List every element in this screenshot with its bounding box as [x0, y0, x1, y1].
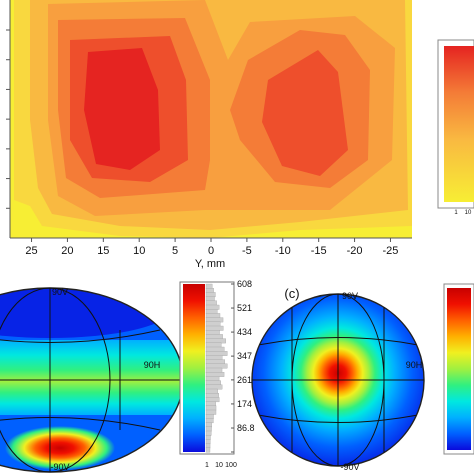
histogram-bar: [205, 363, 228, 369]
left-field-peak: [5, 426, 115, 470]
histogram-y-tick-label: 174: [237, 399, 252, 409]
top-colorbar: 1 10: [437, 39, 474, 216]
histogram-bar: [205, 401, 216, 407]
histogram-bar: [205, 409, 217, 415]
histogram-bar: [205, 397, 220, 403]
histogram-bar: [205, 384, 223, 390]
histogram-bar: [205, 418, 214, 424]
histogram-bar: [205, 288, 214, 293]
histogram-y-tick-label: 434: [237, 327, 252, 337]
histogram-bar: [205, 426, 212, 432]
left-label-bottom: -90V: [50, 462, 69, 472]
histogram-bar: [205, 430, 212, 436]
histogram-bars: [205, 283, 228, 453]
x-tick-label: 15: [97, 245, 109, 257]
c-label-right: 90H: [406, 360, 423, 370]
x-axis-title: Y, mm: [195, 258, 225, 270]
histogram-bar: [205, 405, 217, 411]
x-tick-label: 20: [61, 245, 73, 257]
histogram-bar: [205, 372, 225, 377]
histogram-y-tick-label: 521: [237, 303, 252, 313]
histogram-bar: [205, 321, 221, 327]
c-label-top: 90V: [342, 291, 358, 301]
x-tick-label: 0: [208, 245, 214, 257]
x-tick-label: -20: [347, 245, 363, 257]
histogram-bar: [205, 376, 220, 382]
contour-map-panel: 25 20 15 10 5 0 -5 -10 -15 -20 -25 Y, mm: [6, 0, 412, 270]
histogram-bar: [205, 338, 226, 344]
x-tick-label: -15: [311, 245, 327, 257]
histogram-bar: [205, 300, 217, 306]
x-tick-label: -10: [275, 245, 291, 257]
histogram-bar: [205, 443, 211, 449]
histogram-bar: [205, 342, 222, 348]
histogram-y-tick-label: 608: [237, 279, 252, 289]
histogram-bar: [205, 330, 220, 335]
contour-field: [10, 0, 412, 238]
histogram-bar: [205, 439, 211, 445]
histogram-y-ticks: 608 521 434 347 261 174 86.8: [231, 279, 255, 453]
bottom-right-colorbar: [443, 283, 474, 455]
histogram-colorbar: 608 521 434 347 261 174 86.8 1 10 100: [179, 279, 255, 469]
histogram-x-tick-label: 1: [205, 462, 209, 469]
top-colorbar-tick-1: 1: [454, 210, 458, 216]
histogram-bar: [205, 435, 211, 440]
panel-label-c: (c): [284, 286, 299, 301]
histogram-bar: [205, 317, 224, 323]
left-label-top: 90V: [52, 287, 68, 297]
histogram-bar: [205, 355, 223, 361]
contour-level-5b: [262, 50, 348, 176]
y-axis-ticks: [6, 29, 10, 209]
top-colorbar-tick-10: 10: [465, 210, 472, 216]
bottom-right-colorbar-fill: [447, 288, 471, 450]
histogram-bar: [205, 334, 223, 340]
contour-level-6: [84, 48, 160, 170]
angular-panel-c: (c) 90V 90H -90V: [251, 286, 425, 472]
histogram-bar: [205, 346, 225, 352]
x-tick-label: -5: [242, 245, 252, 257]
x-tick-label: 5: [172, 245, 178, 257]
histogram-bar: [205, 447, 211, 453]
x-axis-ticks: 25 20 15 10 5 0 -5 -10 -15 -20 -25: [25, 238, 398, 257]
histogram-x-tick-label: 10: [215, 462, 223, 469]
histogram-colorbar-fill: [183, 284, 205, 452]
histogram-bar: [205, 414, 214, 419]
histogram-bar: [205, 388, 218, 394]
x-tick-label: 25: [25, 245, 37, 257]
c-label-bottom: -90V: [340, 462, 359, 472]
histogram-bar: [205, 325, 224, 331]
histogram-bar: [205, 313, 221, 319]
c-grid: [252, 294, 424, 466]
histogram-bar: [205, 309, 218, 314]
x-tick-label: 10: [133, 245, 145, 257]
histogram-bar: [205, 367, 223, 373]
angular-panel-left: 90V 90H -90V: [0, 287, 184, 473]
histogram-y-tick-label: 86.8: [237, 423, 255, 433]
left-grid: [0, 287, 183, 473]
histogram-bar: [205, 422, 212, 428]
histogram-bar: [205, 359, 226, 365]
histogram-bar: [205, 393, 219, 398]
histogram-bar: [205, 283, 213, 289]
histogram-bar: [205, 304, 220, 310]
x-tick-label: -25: [383, 245, 399, 257]
histogram-bar: [205, 296, 215, 302]
histogram-y-tick-label: 347: [237, 351, 252, 361]
histogram-bar: [205, 351, 228, 356]
top-colorbar-fill: [444, 46, 474, 202]
histogram-bar: [205, 380, 221, 386]
left-field-band: [0, 340, 183, 415]
histogram-y-tick-label: 261: [237, 375, 252, 385]
histogram-bar: [205, 292, 216, 298]
histogram-x-tick-label: 100: [225, 462, 237, 469]
left-label-right: 90H: [144, 360, 161, 370]
histogram-x-ticks: 1 10 100: [205, 462, 237, 469]
